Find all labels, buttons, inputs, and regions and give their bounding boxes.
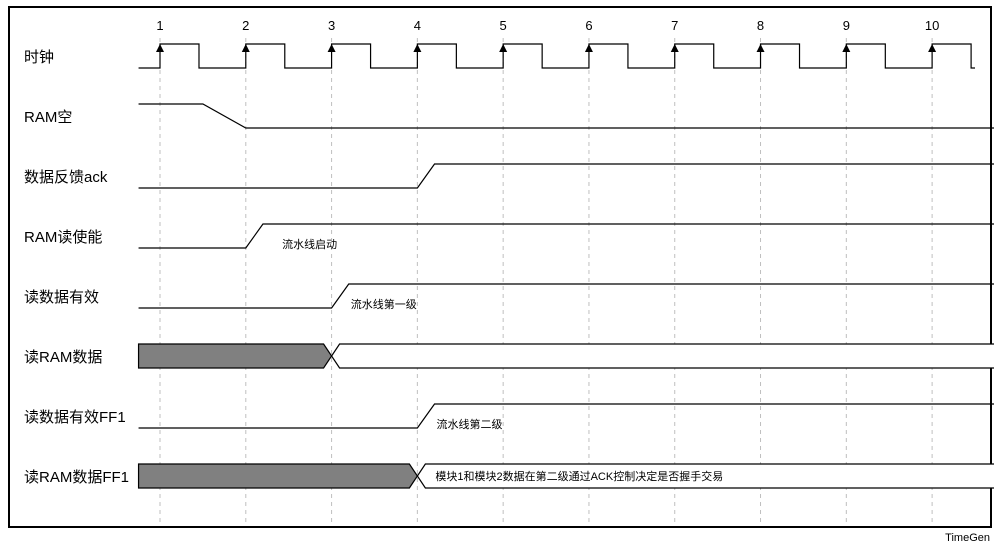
annotation-read-data-valid: 流水线第一级 xyxy=(351,296,417,312)
svg-text:模块1和模块2数据在第二级通过ACK控制决定是否握手交易: 模块1和模块2数据在第二级通过ACK控制决定是否握手交易 xyxy=(435,469,723,483)
signal-label-ram-read-en: RAM读使能 xyxy=(24,226,102,247)
signal-label-data-ack: 数据反馈ack xyxy=(24,166,107,187)
diagram-frame: 模块1和模块2数据在第二级通过ACK控制决定是否握手交易 1 2 3 4 5 6 7 8 9 10… xyxy=(8,6,992,528)
tick-label: 6 xyxy=(585,18,592,33)
signal-label-ram-empty: RAM空 xyxy=(24,106,72,127)
tick-label: 4 xyxy=(414,18,421,33)
tick-label: 8 xyxy=(757,18,764,33)
tick-label: 2 xyxy=(242,18,249,33)
signal-label-read-data-valid-ff1: 读数据有效FF1 xyxy=(24,406,126,427)
tick-label: 7 xyxy=(671,18,678,33)
tick-label: 9 xyxy=(843,18,850,33)
tick-label: 5 xyxy=(500,18,507,33)
signal-label-read-ram-data-ff1: 读RAM数据FF1 xyxy=(24,466,129,487)
tick-label: 3 xyxy=(328,18,335,33)
timing-diagram: 模块1和模块2数据在第二级通过ACK控制决定是否握手交易 1 2 3 4 5 6 7 8 9 10… xyxy=(10,8,990,526)
signal-label-clock: 时钟 xyxy=(24,46,54,67)
annotation-read-data-valid-ff1: 流水线第二级 xyxy=(437,416,503,432)
annotation-ram-read-en: 流水线启动 xyxy=(282,236,337,252)
tick-label: 10 xyxy=(925,18,939,33)
tick-label: 1 xyxy=(156,18,163,33)
signal-label-read-ram-data: 读RAM数据 xyxy=(24,346,102,367)
signal-label-read-data-valid: 读数据有效 xyxy=(24,286,99,307)
watermark: TimeGen xyxy=(945,532,990,544)
